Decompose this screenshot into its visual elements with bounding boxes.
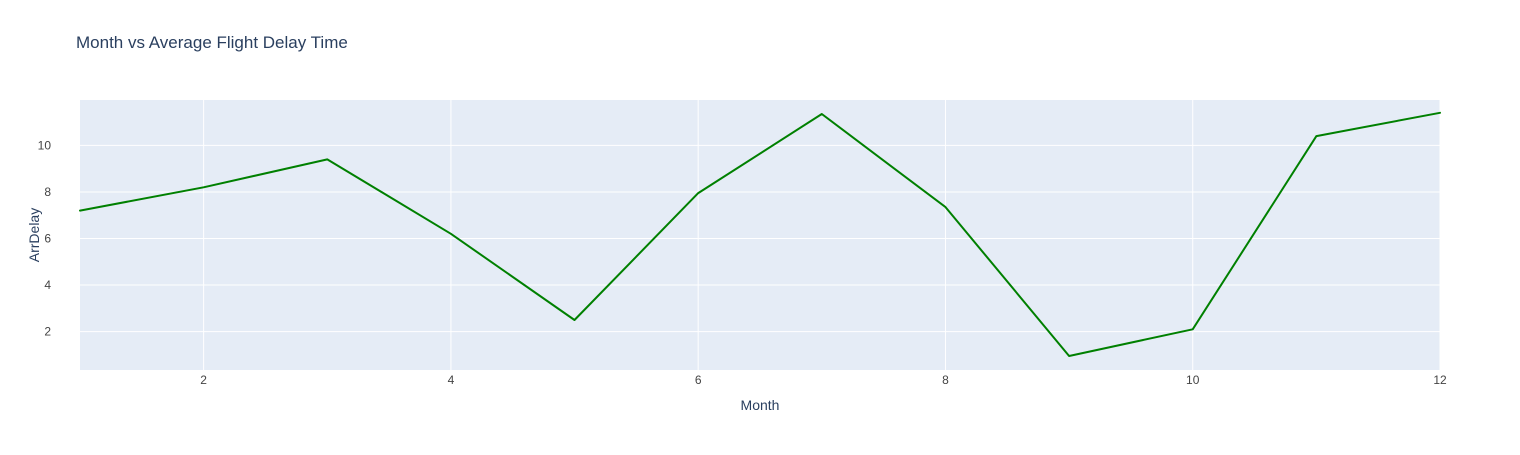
data-point[interactable] — [445, 228, 457, 240]
x-axis-ticks: 2 4 6 8 10 12 — [200, 373, 1447, 387]
data-point[interactable] — [816, 108, 828, 120]
chart-title: Month vs Average Flight Delay Time — [76, 33, 348, 52]
y-axis-label: ArrDelay — [26, 208, 42, 262]
data-point[interactable] — [569, 314, 581, 326]
y-tick-label: 10 — [38, 138, 52, 152]
plot-area — [80, 100, 1440, 370]
y-tick-label: 4 — [44, 278, 51, 292]
y-tick-label: 2 — [44, 325, 51, 339]
data-point[interactable] — [1187, 323, 1199, 335]
series-layer — [74, 107, 1446, 362]
data-point[interactable] — [1310, 130, 1322, 142]
data-point[interactable] — [692, 187, 704, 199]
data-point[interactable] — [321, 153, 333, 165]
y-tick-label: 6 — [44, 231, 51, 245]
series-line-0 — [79, 111, 1441, 357]
grid-lines — [80, 100, 1441, 370]
x-tick-label: 12 — [1433, 373, 1447, 387]
x-tick-label: 8 — [942, 373, 949, 387]
y-axis-ticks: 2 4 6 8 10 — [38, 138, 52, 338]
data-point[interactable] — [1434, 107, 1446, 119]
x-tick-label: 10 — [1186, 373, 1200, 387]
data-point[interactable] — [198, 181, 210, 193]
data-point[interactable] — [939, 201, 951, 213]
y-tick-label: 8 — [44, 185, 51, 199]
data-point[interactable] — [74, 205, 86, 217]
x-tick-label: 2 — [200, 373, 207, 387]
x-tick-label: 4 — [448, 373, 455, 387]
data-point[interactable] — [1063, 350, 1075, 362]
x-axis-label: Month — [741, 397, 780, 413]
x-tick-label: 6 — [695, 373, 702, 387]
